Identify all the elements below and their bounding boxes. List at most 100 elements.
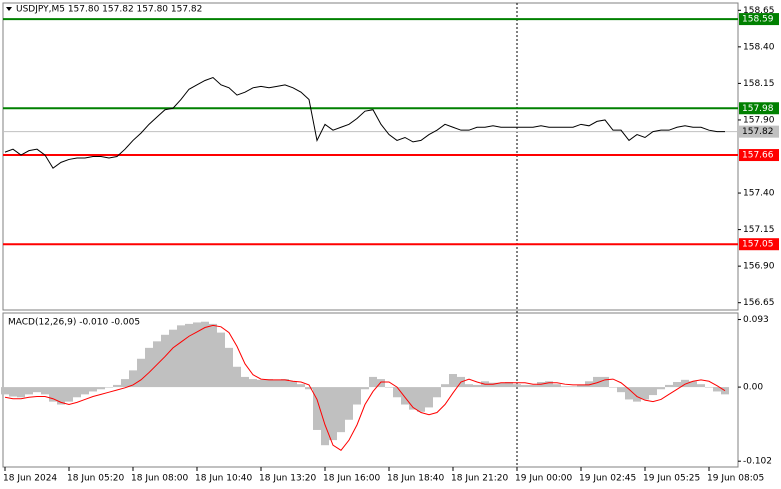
histogram-bar (641, 387, 649, 400)
histogram-bar (465, 384, 473, 388)
histogram-bar (529, 384, 537, 388)
histogram-bar (313, 387, 321, 430)
y-tick-label: 156.90 (743, 262, 775, 272)
histogram-bar (65, 387, 73, 402)
level-label: 157.66 (742, 151, 774, 161)
histogram-bar (561, 386, 569, 388)
histogram-bar (425, 387, 433, 408)
y-tick-label: 158.15 (743, 79, 775, 89)
histogram-bar (377, 379, 385, 388)
histogram-bar (25, 387, 33, 395)
price-line (4, 76, 725, 169)
histogram-bar (353, 387, 361, 405)
histogram-bar (665, 384, 673, 388)
x-tick-label: 18 Jun 13:20 (259, 474, 316, 484)
histogram-bar (569, 386, 577, 388)
x-tick-label: 19 Jun 02:45 (579, 474, 636, 484)
x-tick-label: 18 Jun 2024 (3, 474, 57, 484)
level-label-bg (739, 13, 779, 26)
histogram-bar (241, 376, 249, 388)
histogram-bar (553, 384, 561, 388)
chart-title: USDJPY,M5 157.80 157.82 157.80 157.82 (16, 5, 202, 15)
y-tick-label: 157.15 (743, 225, 775, 235)
y-tick-label: 158.40 (743, 42, 775, 52)
histogram-bar (417, 387, 425, 412)
histogram-bar (433, 387, 441, 398)
histogram-bar (361, 387, 369, 390)
last-price-label: 157.82 (742, 127, 774, 137)
histogram-bar (33, 387, 41, 393)
level-label-bg (739, 238, 779, 251)
histogram-bar (145, 347, 153, 388)
x-tick-label: 18 Jun 18:40 (387, 474, 444, 484)
price-panel (2, 2, 739, 311)
y-tick-label: 0.00 (743, 383, 763, 393)
histogram-bar (233, 366, 241, 388)
histogram-bar (257, 379, 265, 388)
x-tick-label: 18 Jun 16:00 (323, 474, 380, 484)
histogram-bar (97, 387, 105, 390)
y-tick-label: 157.90 (743, 115, 775, 125)
histogram-bar (73, 387, 81, 398)
histogram-bar (601, 376, 609, 388)
histogram-bar (169, 329, 177, 388)
last-price-bg (739, 125, 779, 138)
histogram-bar (161, 334, 169, 388)
histogram-bar (49, 387, 57, 402)
histogram-bar (81, 387, 89, 395)
histogram-bar (209, 323, 217, 388)
histogram-bar (545, 381, 553, 388)
histogram-bar (249, 379, 257, 388)
histogram-bar (41, 387, 49, 395)
histogram-bar (449, 374, 457, 388)
histogram-bar (113, 384, 121, 388)
y-tick-label: 158.65 (743, 6, 775, 16)
level-label: 158.59 (742, 15, 774, 25)
histogram-bar (321, 387, 329, 446)
histogram-bar (697, 384, 705, 388)
x-tick-label: 19 Jun 05:25 (643, 474, 700, 484)
histogram-bar (593, 376, 601, 388)
histogram-bar (185, 323, 193, 388)
histogram-bar (649, 387, 657, 396)
histogram-bar (225, 347, 233, 388)
histogram-bar (369, 376, 377, 388)
histogram-bar (177, 325, 185, 388)
macd-panel (2, 312, 739, 468)
histogram-bar (705, 387, 713, 388)
histogram-bar (17, 387, 25, 398)
histogram-bar (497, 382, 505, 388)
histogram-bar (273, 379, 281, 388)
histogram-bar (577, 384, 585, 388)
histogram-bar (337, 387, 345, 433)
histogram-bar (393, 387, 401, 398)
histogram-bar (521, 384, 529, 388)
histogram-bar (329, 387, 337, 441)
x-tick-label: 18 Jun 05:20 (67, 474, 124, 484)
histogram-bar (689, 381, 697, 388)
level-label-bg (739, 102, 779, 115)
histogram-bar (281, 379, 289, 388)
histogram-bar (633, 387, 641, 402)
x-tick-label: 19 Jun 08:05 (707, 474, 764, 484)
histogram-bar (657, 387, 665, 390)
histogram-bar (57, 387, 65, 405)
histogram-bar (681, 379, 689, 388)
histogram-bar (305, 387, 313, 390)
x-tick-label: 18 Jun 10:40 (195, 474, 252, 484)
menu-triangle (6, 7, 12, 11)
histogram-bar (89, 387, 97, 392)
y-tick-label: -0.102 (743, 457, 772, 467)
histogram-bar (1, 387, 9, 395)
level-label-bg (739, 149, 779, 162)
histogram-bar (345, 387, 353, 420)
histogram-bar (9, 387, 17, 397)
histogram-bar (297, 384, 305, 388)
x-tick-label: 18 Jun 08:00 (131, 474, 188, 484)
histogram-bar (713, 387, 721, 392)
histogram-bar (289, 381, 297, 388)
histogram-bar (441, 384, 449, 388)
histogram-bar (673, 382, 681, 388)
histogram-bar (489, 382, 497, 388)
